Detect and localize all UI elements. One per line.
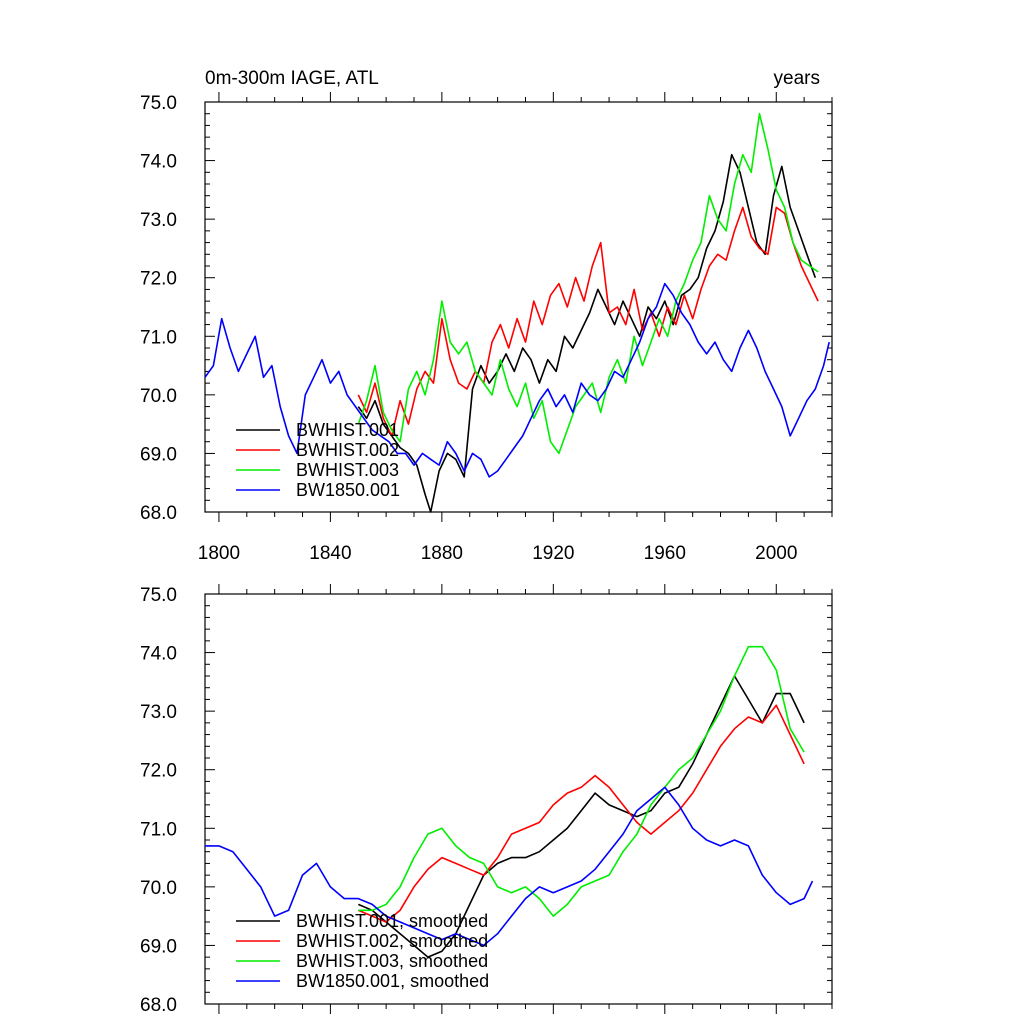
y-tick-label: 75.0 [140, 93, 177, 114]
series-line-3 [358, 645, 805, 917]
x-tick-label: 1800 [198, 543, 240, 564]
legend-label: BW1850.001, smoothed [296, 971, 489, 991]
y-tick-label: 71.0 [140, 819, 177, 840]
legend-label: BWHIST.001 [296, 420, 399, 440]
legend-label: BWHIST.003 [296, 460, 399, 480]
y-tick-label: 74.0 [140, 644, 177, 665]
y-tick-label: 70.0 [140, 878, 177, 899]
series-line-4 [205, 786, 814, 947]
y-tick-label: 75.0 [140, 585, 177, 606]
x-tick-label: 1960 [644, 543, 686, 564]
y-tick-label: 71.0 [140, 327, 177, 348]
chart-title: 0m-300m IAGE, ATL [205, 68, 379, 89]
y-tick-label: 70.0 [140, 386, 177, 407]
x-tick-label: 1880 [421, 543, 463, 564]
series-line-2 [357, 206, 819, 437]
legend-label: BWHIST.002 [296, 440, 399, 460]
plot-frame [204, 593, 833, 1005]
y-tick-label: 68.0 [140, 503, 177, 524]
y-tick-label: 73.0 [140, 702, 177, 723]
panel-2: 68.0 69.0 70.0 71.0 72.0 73.0 74.0 75.0 BWHIST.0… [140, 584, 833, 1016]
legend-label: BWHIST.001, smoothed [296, 911, 488, 931]
series-line-3 [357, 112, 819, 455]
legend-label: BW1850.001 [296, 480, 400, 500]
series-line-2 [357, 704, 805, 923]
y-tick-label: 73.0 [140, 210, 177, 231]
units-label: years [774, 68, 820, 89]
y-tick-label: 72.0 [140, 269, 177, 290]
y-tick-label: 72.0 [140, 761, 177, 782]
legend-label: BWHIST.002, smoothed [296, 931, 488, 951]
plot-frame [204, 101, 833, 513]
legend-label: BWHIST.003, smoothed [296, 951, 488, 971]
y-tick-label: 69.0 [140, 444, 177, 465]
panel-1: 68.0 69.0 70.0 71.0 72.0 73.0 74.0 75.0 1800 1840… [140, 68, 833, 564]
y-tick-label: 74.0 [140, 152, 177, 173]
x-tick-label: 1840 [309, 543, 351, 564]
series-line-4 [204, 282, 830, 478]
x-tick-label: 2000 [755, 543, 797, 564]
y-tick-label: 69.0 [140, 936, 177, 957]
y-tick-label: 68.0 [140, 995, 177, 1016]
x-tick-label: 1920 [532, 543, 574, 564]
